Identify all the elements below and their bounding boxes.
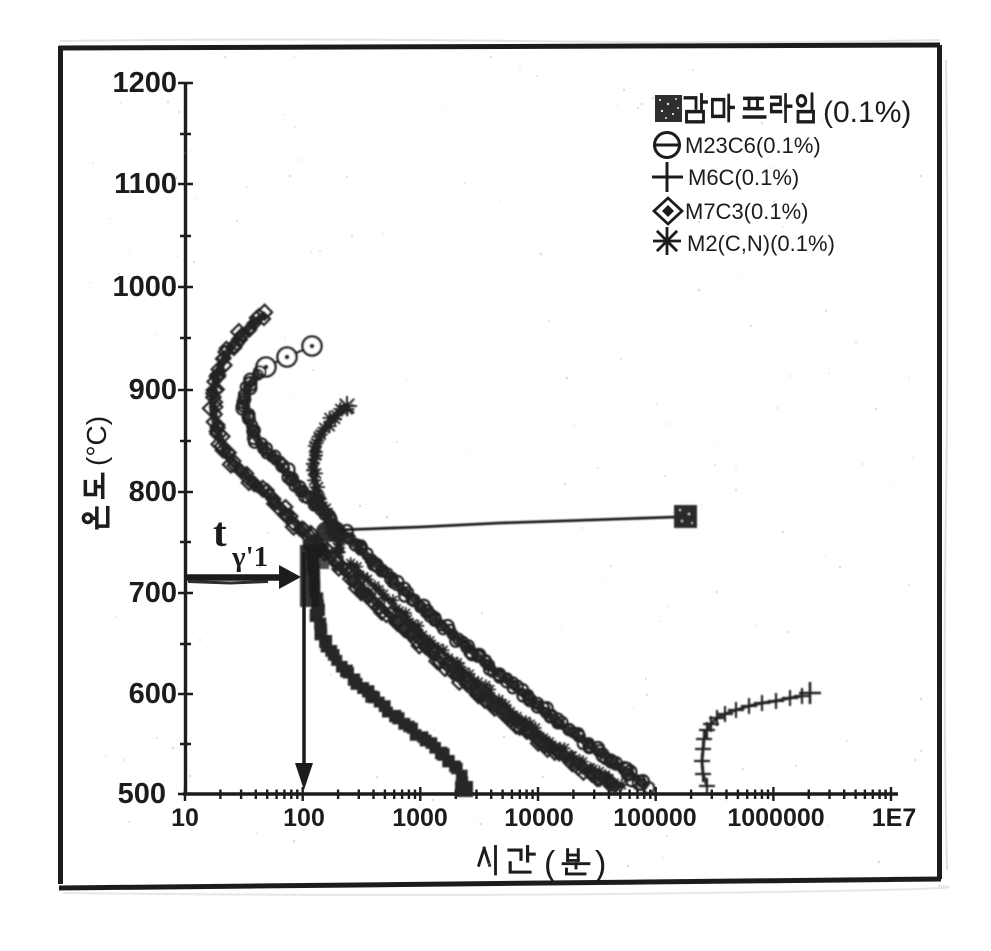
svg-text:1E7: 1E7 <box>872 804 916 832</box>
svg-text:(: ( <box>544 845 556 883</box>
svg-text:): ) <box>595 845 606 883</box>
svg-text:1000: 1000 <box>112 271 177 303</box>
svg-text:M6C(0.1%): M6C(0.1%) <box>688 165 799 190</box>
svg-text:t: t <box>213 509 227 555</box>
svg-text:γ'1: γ'1 <box>231 541 268 573</box>
svg-text:1000: 1000 <box>392 804 448 832</box>
svg-text:500: 500 <box>118 778 166 810</box>
svg-text:100000: 100000 <box>613 804 696 832</box>
svg-text:M23C6(0.1%): M23C6(0.1%) <box>685 133 821 158</box>
svg-text:10000: 10000 <box>504 804 574 832</box>
svg-text:M7C3(0.1%): M7C3(0.1%) <box>685 199 808 224</box>
svg-text:10: 10 <box>171 804 199 832</box>
svg-text:800: 800 <box>129 476 177 508</box>
svg-text:1100: 1100 <box>114 168 177 200</box>
svg-text:(0.1%): (0.1%) <box>823 96 911 129</box>
svg-text:700: 700 <box>129 577 177 609</box>
svg-text:(°C): (°C) <box>81 416 112 466</box>
svg-text:900: 900 <box>129 374 177 406</box>
svg-text:1000000: 1000000 <box>727 804 824 832</box>
svg-text:100: 100 <box>283 804 325 832</box>
svg-text:1200: 1200 <box>112 67 177 99</box>
svg-text:M2(C,N)(0.1%): M2(C,N)(0.1%) <box>687 231 835 256</box>
svg-text:600: 600 <box>129 678 177 710</box>
